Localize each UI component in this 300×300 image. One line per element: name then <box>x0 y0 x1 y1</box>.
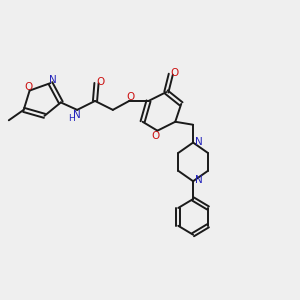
Text: O: O <box>96 76 104 87</box>
Text: N: N <box>73 110 80 120</box>
Text: N: N <box>195 137 202 147</box>
Text: N: N <box>49 75 57 85</box>
Text: O: O <box>127 92 135 102</box>
Text: O: O <box>152 131 160 141</box>
Text: H: H <box>68 114 75 123</box>
Text: O: O <box>24 82 32 92</box>
Text: O: O <box>170 68 178 78</box>
Text: N: N <box>195 175 202 185</box>
